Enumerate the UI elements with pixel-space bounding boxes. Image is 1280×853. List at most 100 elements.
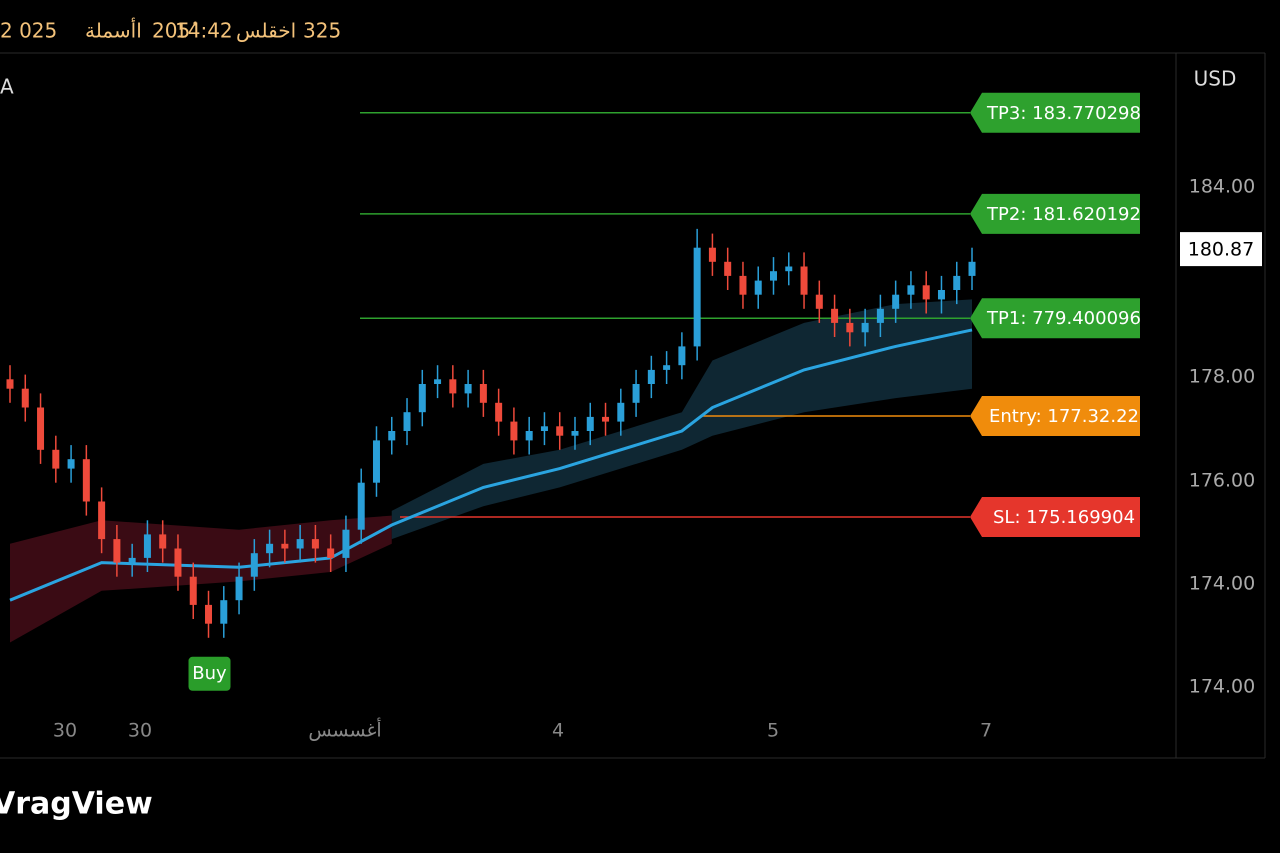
candle-body <box>449 379 457 394</box>
level-label: SL: 175.169904 <box>993 507 1135 528</box>
last-price-box <box>1180 232 1262 267</box>
candle-body <box>785 266 793 272</box>
candle-body <box>372 440 380 483</box>
x-tick-label: 30 <box>53 720 77 742</box>
candle-body <box>403 412 411 431</box>
indicator-label: A <box>0 75 14 99</box>
level-tag <box>970 395 1140 436</box>
candle-body <box>510 421 518 441</box>
candle-body <box>831 308 839 323</box>
signal-label: Buy <box>192 663 227 684</box>
candle-body <box>586 416 594 431</box>
header-text: 205ٔ <box>152 19 197 43</box>
candle-body <box>525 431 533 441</box>
candle-body <box>250 553 258 577</box>
candle-body <box>876 308 884 323</box>
y-tick-label: 174.00 <box>1189 573 1255 595</box>
level-label: TP1: 779.400096 <box>986 308 1141 329</box>
header-text: اخقلس <box>236 19 296 43</box>
candle-body <box>937 290 945 300</box>
candle-body <box>708 247 716 262</box>
candle-body <box>205 604 213 624</box>
header-text: 325 <box>303 19 341 43</box>
candle-body <box>113 539 121 563</box>
candle-body <box>754 280 762 295</box>
candle-body <box>556 426 564 436</box>
candle-body <box>327 548 335 558</box>
currency: USD <box>1194 67 1237 91</box>
candle-body <box>770 271 777 281</box>
candle-body <box>540 426 548 431</box>
candle-body <box>647 369 655 384</box>
band <box>10 515 392 643</box>
candle-body <box>678 346 686 366</box>
candle-body <box>143 534 151 558</box>
candle-body <box>464 384 472 394</box>
candle-body <box>281 543 289 549</box>
candle-body <box>174 548 182 577</box>
candle-body <box>82 459 90 502</box>
band <box>391 299 973 540</box>
candle-body <box>67 459 75 469</box>
candle-body <box>968 261 976 276</box>
candle-body <box>846 322 854 333</box>
last-price-label: 180.87 <box>1188 239 1254 261</box>
candle-body <box>602 416 610 422</box>
candle-body <box>800 266 808 295</box>
candle-body <box>907 285 915 295</box>
candle-body <box>693 247 701 347</box>
candle-body <box>342 529 350 558</box>
y-tick-label: 174.00 <box>1189 676 1255 698</box>
y-tick-label: 178.00 <box>1189 366 1255 388</box>
x-tick-label: أغسسس <box>308 718 381 742</box>
candle-body <box>434 379 442 384</box>
level-tag <box>970 193 1140 234</box>
candle-body <box>37 407 45 450</box>
candle-body <box>922 285 930 300</box>
candle-body <box>418 384 426 413</box>
candle-body <box>128 557 136 563</box>
header-text: 14:42 <box>175 19 233 43</box>
plot <box>6 112 976 643</box>
candle-body <box>235 576 243 601</box>
candle-body <box>571 431 579 436</box>
candle-body <box>739 275 747 295</box>
candle-body <box>220 600 228 624</box>
x-tick-label: 30 <box>128 720 152 742</box>
candle-body <box>296 539 304 549</box>
logo: VragView <box>0 787 153 822</box>
moving-average <box>9 328 973 602</box>
candle-body <box>617 402 625 422</box>
candle-body <box>52 449 60 469</box>
candle-body <box>21 388 29 408</box>
candle-body <box>311 539 319 549</box>
header-text: 2 025 <box>0 19 57 43</box>
candle-body <box>159 534 167 549</box>
candle-body <box>815 294 823 309</box>
level-label: TP2: 181.620192 <box>986 204 1141 225</box>
y-tick-label: 176.00 <box>1189 470 1255 492</box>
y-tick-label: 184.00 <box>1189 176 1255 198</box>
signal-badge <box>188 656 231 691</box>
level-tag <box>970 497 1140 538</box>
candle-body <box>632 384 640 403</box>
candle-body <box>189 576 197 605</box>
candle-body <box>357 482 365 530</box>
candle-body <box>388 431 396 441</box>
candle-body <box>495 402 503 422</box>
header-text: اأسملة <box>85 18 142 43</box>
level-label: TP3: 183.770298 <box>986 103 1141 124</box>
x-tick-label: 4 <box>552 720 564 742</box>
header: 2 025 اأسملة 205ٔ14:42 اخقلس 325 <box>0 18 341 43</box>
candle-body <box>861 322 869 333</box>
candle-body <box>479 384 487 403</box>
level-tag <box>970 92 1140 133</box>
candle-body <box>953 275 961 290</box>
level-tag <box>970 298 1140 339</box>
candle-body <box>98 501 106 540</box>
candle-body <box>266 543 274 554</box>
level-label: Entry: 177.32.22 <box>989 406 1139 427</box>
candle-body <box>663 365 671 370</box>
